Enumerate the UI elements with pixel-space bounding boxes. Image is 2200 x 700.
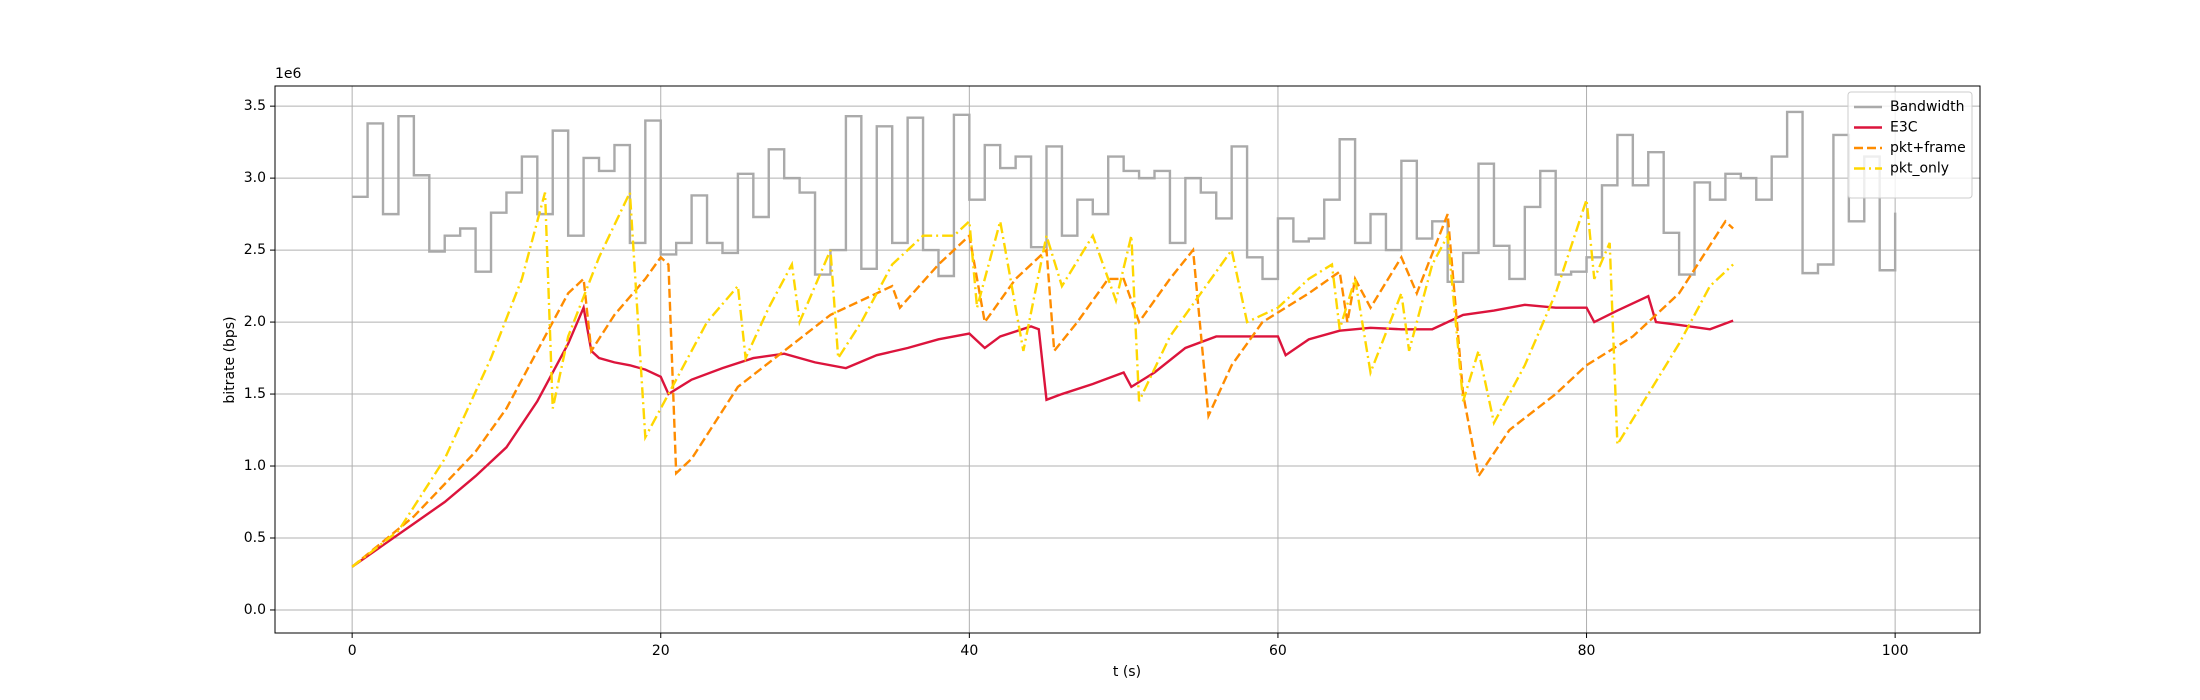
x-tick-label: 80 bbox=[1578, 643, 1596, 659]
legend-box bbox=[1847, 91, 1973, 199]
y-tick-label: 2.5 bbox=[244, 242, 266, 258]
x-tick-label: 20 bbox=[652, 643, 670, 659]
y-offset-label: 1e6 bbox=[275, 66, 302, 82]
y-tick-label: 1.5 bbox=[244, 386, 266, 402]
x-tick-label: 40 bbox=[960, 643, 978, 659]
x-axis-label: t (s) bbox=[1113, 664, 1141, 680]
y-axis-label: bitrate (bps) bbox=[222, 316, 238, 403]
series-line bbox=[352, 110, 1897, 283]
plot-area bbox=[351, 110, 1897, 568]
y-tick-label: 2.0 bbox=[244, 314, 266, 330]
legend-label: pkt_only bbox=[1890, 161, 1949, 177]
y-tick-label: 3.0 bbox=[244, 170, 266, 186]
legend-label: Bandwidth bbox=[1890, 99, 1965, 115]
legend: Bandwidth E3C pkt+frame pkt_only bbox=[1847, 91, 1973, 199]
series-line bbox=[351, 213, 1734, 568]
legend-label: pkt+frame bbox=[1890, 140, 1966, 156]
y-tick-label: 3.5 bbox=[244, 98, 266, 114]
y-tick-label: 0.0 bbox=[244, 602, 266, 618]
y-tick-label: 1.0 bbox=[244, 458, 266, 474]
legend-label: E3C bbox=[1890, 120, 1918, 136]
series-line bbox=[351, 187, 1734, 568]
y-tick-label: 0.5 bbox=[244, 530, 266, 546]
x-tick-label: 0 bbox=[348, 643, 357, 659]
x-tick-label: 100 bbox=[1882, 643, 1909, 659]
axes-frame bbox=[274, 85, 1981, 634]
x-tick-label: 60 bbox=[1269, 643, 1287, 659]
